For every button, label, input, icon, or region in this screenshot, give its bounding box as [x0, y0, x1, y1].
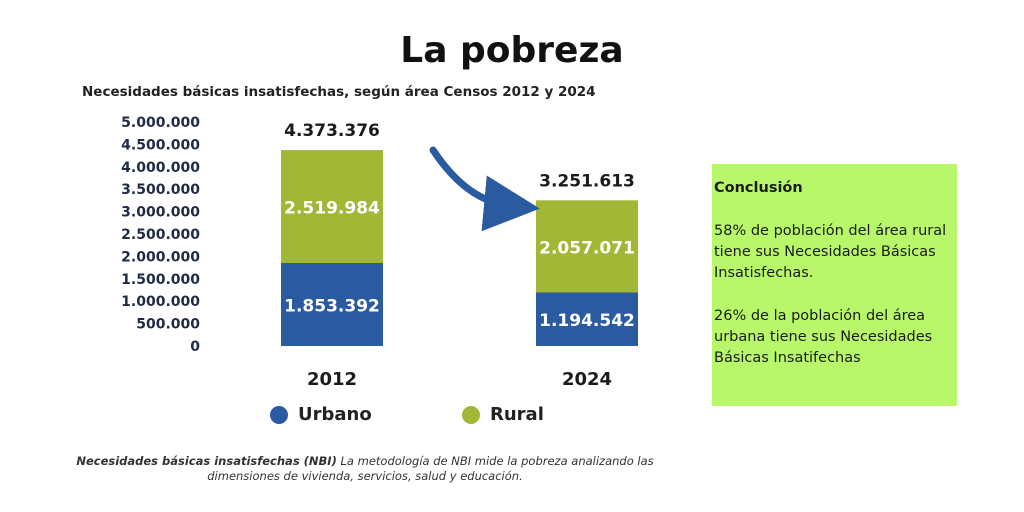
total-label-2012: 4.373.376 [284, 121, 380, 141]
x-category-label-2024: 2024 [562, 369, 612, 390]
slide-title: La pobreza [400, 30, 624, 71]
nbi-note-text: La metodología de NBI mide la pobreza an… [207, 454, 654, 483]
legend-swatch-rural [462, 405, 480, 424]
total-label-2024: 3.251.613 [539, 171, 635, 191]
data-label-urbano-2024: 1.194.542 [539, 311, 635, 331]
conclusion-box: Conclusión 58% de población del área rur… [712, 164, 957, 406]
stacked-bar-chart: 0 500.000 1.000.000 1.500.000 2.000.000 2.500… [121, 115, 638, 390]
legend-item-urbano: Urbano [270, 404, 372, 425]
y-tick-label: 0 [190, 339, 200, 355]
y-tick-label: 1.000.000 [121, 294, 200, 310]
y-tick-label: 1.500.000 [121, 272, 200, 288]
bar-rural-2012 [281, 150, 383, 263]
legend-label-rural: Rural [490, 404, 544, 425]
y-tick-label: 5.000.000 [121, 115, 200, 131]
data-label-rural-2012: 2.519.984 [284, 199, 380, 219]
chart-area: 0 500.000 1.000.000 1.500.000 2.000.000 2.500… [60, 108, 700, 438]
y-axis: 0 500.000 1.000.000 1.500.000 2.000.000 2.500… [121, 115, 200, 355]
y-tick-label: 3.500.000 [121, 182, 200, 198]
bars: 1.853.392 2.519.984 4.373.376 2012 1.194.542… [281, 121, 638, 390]
y-tick-label: 500.000 [136, 317, 200, 333]
bar-urbano-2024 [536, 292, 638, 346]
chart-title: Necesidades básicas insatisfechas, según… [82, 84, 596, 100]
y-tick-label: 2.500.000 [121, 227, 200, 243]
bar-rural-2024 [536, 200, 638, 293]
nbi-note-term: Necesidades básicas insatisfechas (NBI) [76, 454, 337, 468]
legend-label-urbano: Urbano [298, 404, 372, 425]
y-tick-label: 2.000.000 [121, 249, 200, 265]
conclusion-urban-text: 26% de la población del área urbana tien… [714, 308, 933, 366]
x-category-label-2012: 2012 [307, 369, 357, 390]
nbi-note: Necesidades básicas insatisfechas (NBI) … [60, 454, 670, 484]
decrease-arrow-icon [429, 146, 540, 232]
y-tick-label: 4.000.000 [121, 160, 200, 176]
bar-urbano-2012 [281, 262, 383, 346]
conclusion-rural-text: 58% de población del área rural tiene su… [714, 223, 947, 281]
data-label-rural-2024: 2.057.071 [539, 238, 635, 258]
conclusion-heading: Conclusión [714, 180, 803, 196]
y-tick-label: 4.500.000 [121, 137, 200, 153]
legend-item-rural: Rural [462, 404, 544, 425]
data-label-urbano-2012: 1.853.392 [284, 296, 380, 316]
y-tick-label: 3.000.000 [121, 205, 200, 221]
legend-swatch-urbano [270, 405, 288, 424]
